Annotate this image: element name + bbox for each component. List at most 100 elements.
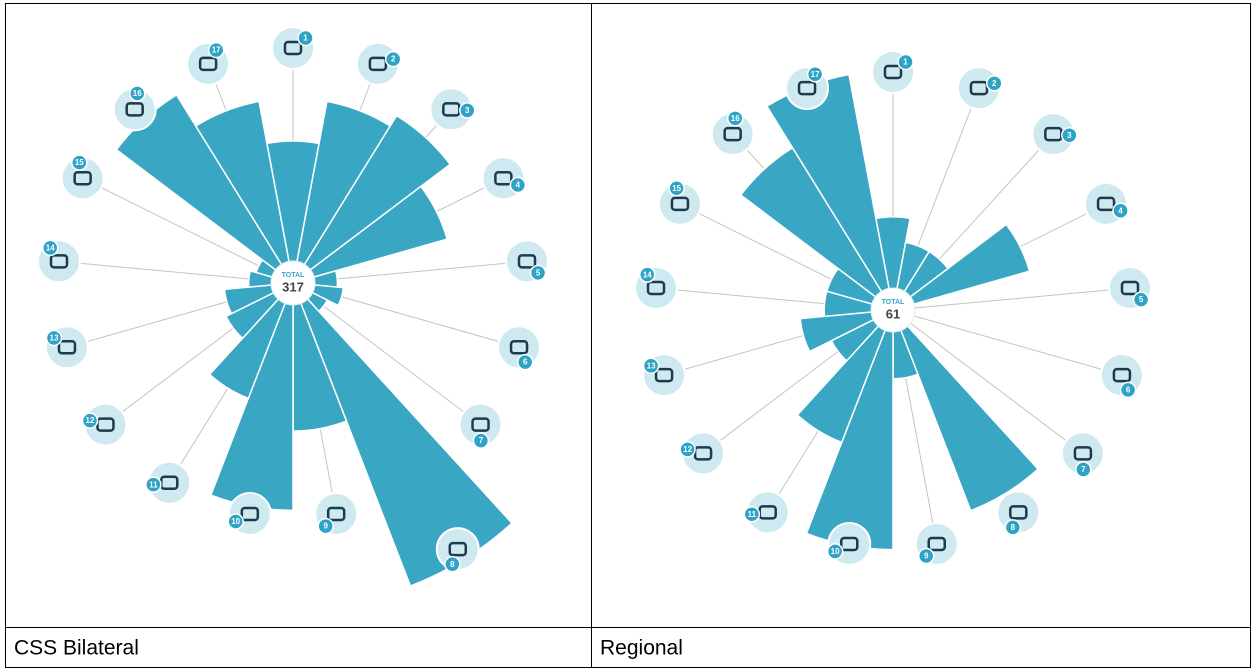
goal-number: 8 bbox=[1011, 523, 1016, 532]
goal-number: 13 bbox=[647, 361, 656, 370]
goal-badge bbox=[1061, 126, 1078, 144]
goal-icon bbox=[1112, 367, 1132, 383]
total-label: TOTAL bbox=[882, 299, 905, 306]
bar-wedge bbox=[892, 223, 1031, 311]
goal-number: 5 bbox=[1139, 295, 1144, 304]
goal-number: 10 bbox=[231, 517, 240, 526]
total-label: TOTAL bbox=[282, 272, 305, 279]
goal-badge bbox=[1004, 519, 1022, 536]
goal-icon bbox=[1073, 446, 1093, 461]
goal-number: 3 bbox=[1067, 131, 1072, 140]
goal-icon bbox=[1009, 505, 1028, 520]
goal-badge bbox=[1132, 291, 1150, 308]
caption: CSS Bilateral bbox=[14, 637, 139, 660]
total-value: 61 bbox=[886, 306, 900, 321]
goal-number: 3 bbox=[465, 106, 470, 115]
goal-badge bbox=[726, 110, 744, 127]
goal-icon bbox=[240, 506, 260, 522]
bar-wedge bbox=[799, 309, 894, 353]
total-value: 317 bbox=[282, 279, 304, 294]
goal-number: 2 bbox=[391, 55, 396, 64]
goal-number: 6 bbox=[1126, 386, 1131, 395]
goal-number: 17 bbox=[811, 70, 820, 79]
goal-number: 11 bbox=[748, 510, 757, 519]
goal-badge bbox=[45, 329, 63, 347]
goal-badge bbox=[668, 180, 685, 197]
goal-number: 5 bbox=[536, 268, 541, 277]
goal-icon bbox=[57, 340, 77, 355]
goal-number: 14 bbox=[46, 244, 55, 253]
goal-icon bbox=[883, 64, 903, 80]
goal-number: 16 bbox=[133, 89, 142, 98]
goal-icon bbox=[49, 254, 69, 269]
goal-icon bbox=[969, 80, 989, 96]
goal-number: 15 bbox=[672, 184, 681, 193]
goal-icon bbox=[654, 367, 674, 383]
goal-number: 1 bbox=[303, 34, 308, 43]
spoke bbox=[82, 177, 294, 284]
bar-wedge bbox=[292, 114, 452, 284]
bar-wedge bbox=[292, 185, 449, 284]
goal-badge bbox=[459, 102, 476, 119]
goal-icon bbox=[448, 541, 468, 557]
goal-badge bbox=[639, 266, 656, 283]
goal-icon bbox=[283, 40, 303, 56]
goal-badge bbox=[986, 75, 1003, 92]
goal-badge bbox=[1112, 202, 1129, 219]
goal-icon bbox=[125, 102, 144, 117]
table-border bbox=[5, 3, 1251, 668]
goal-number: 14 bbox=[643, 270, 652, 279]
goal-badge bbox=[297, 29, 314, 47]
goal-badge bbox=[384, 50, 402, 68]
goal-icon bbox=[517, 254, 537, 269]
goal-badge bbox=[897, 53, 914, 71]
goal-icon bbox=[646, 280, 666, 296]
goal-icon bbox=[797, 80, 817, 96]
bar-wedge bbox=[796, 309, 894, 444]
goal-number: 12 bbox=[683, 445, 692, 454]
goal-badge bbox=[917, 547, 935, 565]
goal-number: 2 bbox=[992, 79, 997, 88]
goal-icon bbox=[1120, 280, 1140, 296]
center-circle bbox=[870, 287, 916, 333]
goal-icon bbox=[693, 446, 713, 461]
goal-badge bbox=[128, 85, 146, 102]
goal-badge bbox=[472, 432, 490, 449]
goal-badge bbox=[207, 41, 225, 59]
goal-badge bbox=[642, 357, 660, 375]
goal-number: 1 bbox=[903, 58, 908, 67]
spoke bbox=[892, 287, 1131, 311]
goal-number: 10 bbox=[831, 547, 840, 556]
goal-badge bbox=[227, 513, 244, 530]
goal-number: 15 bbox=[75, 158, 84, 167]
goal-badge bbox=[679, 441, 696, 458]
goal-badge bbox=[509, 176, 527, 194]
goal-badge bbox=[444, 555, 461, 573]
goal-number: 7 bbox=[479, 436, 484, 445]
goal-badge bbox=[743, 505, 761, 523]
goal-icon bbox=[927, 536, 946, 552]
goal-number: 9 bbox=[323, 522, 328, 531]
bar-wedge bbox=[892, 309, 1040, 512]
goal-number: 12 bbox=[86, 416, 95, 425]
goal-number: 13 bbox=[50, 334, 59, 343]
goal-icon bbox=[509, 340, 529, 355]
goal-badge bbox=[529, 264, 547, 282]
center-circle bbox=[270, 260, 316, 306]
spoke bbox=[892, 309, 1084, 454]
goal-icon bbox=[96, 417, 115, 432]
spoke bbox=[292, 282, 481, 426]
goal-number: 7 bbox=[1081, 465, 1086, 474]
goal-icon bbox=[73, 171, 92, 186]
goal-number: 9 bbox=[924, 552, 929, 561]
goal-icon bbox=[471, 417, 490, 432]
goal-number: 6 bbox=[523, 358, 528, 367]
goal-icon bbox=[494, 171, 513, 186]
goal-badge bbox=[145, 476, 162, 493]
bar-wedge bbox=[208, 282, 294, 400]
goal-badge bbox=[81, 412, 99, 429]
goal-number: 11 bbox=[149, 480, 158, 489]
goal-badge bbox=[806, 66, 824, 83]
